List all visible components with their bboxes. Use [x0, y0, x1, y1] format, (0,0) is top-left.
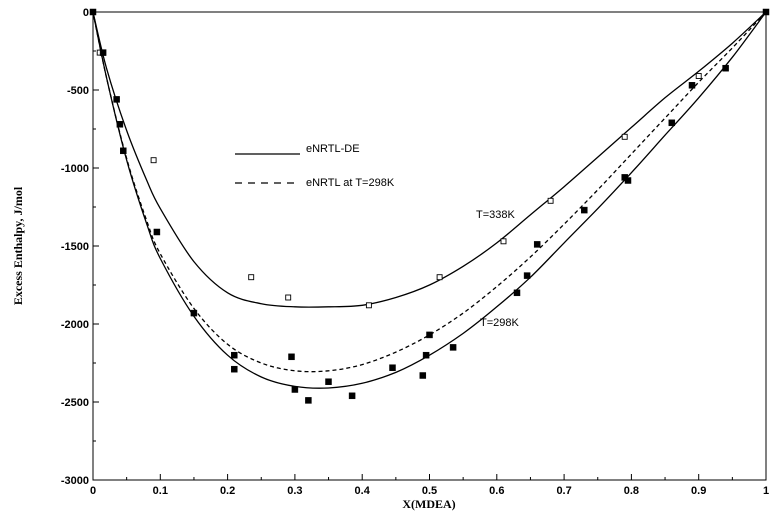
data-point-filled-square [348, 392, 356, 400]
data-point-filled-square [422, 351, 430, 359]
annotation-t338: T=338K [476, 209, 515, 221]
y-tick-label: -500 [67, 85, 89, 97]
y-tick-label: -2000 [61, 319, 89, 331]
markers-group [89, 8, 770, 404]
y-axis-title: Excess Enthalpy, J/mol [11, 186, 25, 305]
data-point-filled-square [722, 64, 729, 72]
x-tick-label: 0.3 [287, 485, 302, 497]
y-tick-label: -2500 [61, 397, 89, 409]
data-point-filled-square [688, 82, 696, 89]
plot-frame [92, 11, 767, 481]
data-point-open-square [365, 302, 372, 309]
series-line-solid-0 [92, 11, 767, 308]
legend-label-solid: eNRTL-DE [306, 143, 360, 155]
data-point-filled-square [291, 386, 299, 393]
data-point-filled-square [325, 378, 332, 385]
x-tick-label: 0.5 [422, 485, 437, 497]
x-tick-label: 0 [90, 485, 96, 497]
data-point-filled-square [762, 8, 770, 16]
data-point-filled-square [449, 344, 457, 351]
data-point-filled-square [389, 364, 396, 371]
x-tick-label: 0.2 [220, 485, 235, 497]
data-point-filled-square [533, 241, 541, 248]
data-point-filled-square [624, 177, 632, 184]
y-tick-label: -1500 [61, 241, 89, 253]
x-axis-title: X(MDEA) [402, 497, 455, 511]
data-point-filled-square [231, 365, 238, 373]
y-tick-label: -1000 [61, 163, 89, 175]
data-point-filled-square [113, 96, 120, 103]
data-point-filled-square [288, 353, 295, 361]
y-tick-label: 0 [83, 7, 89, 19]
series-line-dashed [92, 11, 767, 373]
data-point-open-square [436, 274, 443, 281]
x-tick-label: 0.7 [556, 485, 571, 497]
x-tick-label: 0.9 [691, 485, 706, 497]
data-point-filled-square [116, 121, 124, 128]
data-point-filled-square [190, 309, 198, 317]
data-point-filled-square [581, 206, 588, 214]
tick-labels: 0 0.1 0.2 0.3 0.4 0.5 0.6 0.7 0.8 0.9 1 0 -500 -1000 -… [61, 7, 769, 497]
legend-label-dashed: eNRTL at T=298K [306, 177, 395, 189]
tick-marks [92, 11, 767, 481]
data-point-open-square [150, 157, 157, 164]
data-point-filled-square [99, 49, 107, 56]
data-point-filled-square [426, 331, 433, 339]
data-point-filled-square [668, 119, 676, 127]
data-point-open-square [248, 274, 255, 281]
x-tick-label: 0.8 [624, 485, 639, 497]
data-point-open-square [500, 238, 507, 245]
data-point-filled-square [305, 397, 312, 404]
data-point-filled-square [419, 372, 427, 379]
data-point-open-square [621, 133, 628, 140]
data-point-open-square [695, 73, 702, 79]
data-point-filled-square [89, 8, 97, 16]
data-point-filled-square [120, 147, 127, 155]
data-point-filled-square [513, 289, 521, 297]
data-point-open-square [547, 197, 554, 204]
data-point-open-square [285, 294, 292, 301]
x-tick-label: 1 [763, 485, 769, 497]
data-point-filled-square [231, 351, 238, 359]
x-tick-label: 0.6 [489, 485, 504, 497]
data-point-filled-square [523, 272, 531, 279]
legend: eNRTL-DE eNRTL at T=298K [235, 143, 395, 189]
series-group [92, 11, 767, 389]
annotation-t298: T=298K [480, 317, 519, 329]
x-tick-label: 0.4 [355, 485, 371, 497]
series-line-solid-1 [92, 11, 767, 389]
data-point-filled-square [153, 228, 161, 236]
x-tick-label: 0.1 [153, 485, 168, 497]
y-tick-label: -3000 [61, 475, 89, 487]
